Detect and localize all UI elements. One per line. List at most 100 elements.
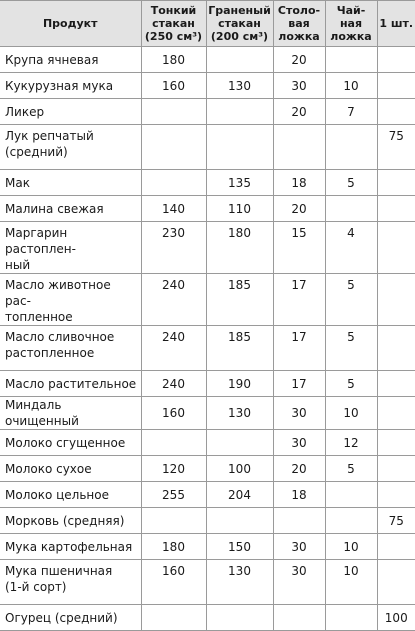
cell-faceted-glass: 185 <box>205 325 273 371</box>
table-row: Огурец (средний) 100 <box>0 604 415 631</box>
cell-teaspoon <box>324 46 377 73</box>
header-piece: 1 шт. <box>376 0 415 47</box>
cell-teaspoon <box>324 195 377 222</box>
cell-tablespoon <box>272 507 325 534</box>
header-thin-glass: Тонкий стакан (250 см³) <box>140 0 207 47</box>
cell-product: Огурец (средний) <box>0 604 141 631</box>
table-row: Малина свежая 140 110 20 <box>0 195 415 222</box>
cell-faceted-glass: 100 <box>205 455 273 482</box>
cell-tablespoon: 30 <box>272 533 325 560</box>
table-row: Масло растительное 240 190 17 5 <box>0 370 415 397</box>
cell-product: Маргарин растоплен- ный <box>0 221 141 274</box>
cell-tablespoon <box>272 124 325 170</box>
cell-thin-glass: 180 <box>140 46 206 73</box>
table-row: Кукурузная мука 160 130 30 10 <box>0 72 415 99</box>
cell-faceted-glass: 110 <box>205 195 273 222</box>
cell-piece <box>376 429 415 456</box>
cell-product: Молоко сухое <box>0 455 141 482</box>
cell-faceted-glass: 130 <box>205 396 273 430</box>
cell-product: Мак <box>0 169 141 196</box>
cell-piece: 75 <box>376 124 415 170</box>
cell-teaspoon: 12 <box>324 429 377 456</box>
cell-teaspoon <box>324 481 377 508</box>
cell-teaspoon: 10 <box>324 72 377 99</box>
cell-thin-glass: 160 <box>140 396 206 430</box>
cell-faceted-glass: 130 <box>205 72 273 99</box>
cell-product: Морковь (средняя) <box>0 507 141 534</box>
cell-product: Мука пшеничная (1-й сорт) <box>0 559 141 605</box>
cell-thin-glass: 180 <box>140 533 206 560</box>
table-row: Масло сливочное растопленное 240 185 17 5 <box>0 325 415 371</box>
table-row: Мука пшеничная (1-й сорт) 160 130 30 10 <box>0 559 415 605</box>
cell-teaspoon: 10 <box>324 533 377 560</box>
cell-tablespoon: 18 <box>272 481 325 508</box>
cell-teaspoon: 10 <box>324 559 377 605</box>
cell-faceted-glass <box>205 46 273 73</box>
cell-piece <box>376 46 415 73</box>
cell-thin-glass: 140 <box>140 195 206 222</box>
cell-thin-glass: 240 <box>140 370 206 397</box>
header-row: Продукт Тонкий стакан (250 см³) Граненый… <box>0 0 415 47</box>
cell-product: Молоко цельное <box>0 481 141 508</box>
header-tablespoon: Столо- вая ложка <box>272 0 326 47</box>
cell-thin-glass: 240 <box>140 325 206 371</box>
cell-piece <box>376 221 415 274</box>
cell-faceted-glass: 190 <box>205 370 273 397</box>
cell-thin-glass <box>140 98 206 125</box>
table-row: Масло животное рас- топленное 240 185 17 5 <box>0 273 415 326</box>
table-row: Крупа ячневая 180 20 <box>0 46 415 73</box>
cell-tablespoon: 15 <box>272 221 325 274</box>
cell-product: Масло сливочное растопленное <box>0 325 141 371</box>
cell-piece <box>376 98 415 125</box>
cell-thin-glass: 230 <box>140 221 206 274</box>
cell-product: Крупа ячневая <box>0 46 141 73</box>
cell-teaspoon <box>324 507 377 534</box>
cell-product: Миндаль очищенный <box>0 396 141 430</box>
cell-teaspoon <box>324 604 377 631</box>
cell-product: Мука картофельная <box>0 533 141 560</box>
cell-product: Кукурузная мука <box>0 72 141 99</box>
table-header: Продукт Тонкий стакан (250 см³) Граненый… <box>0 0 415 47</box>
cell-tablespoon: 17 <box>272 325 325 371</box>
table-row: Молоко цельное 255 204 18 <box>0 481 415 508</box>
table-row: Молоко сгущенное 30 12 <box>0 429 415 456</box>
cell-thin-glass: 120 <box>140 455 206 482</box>
header-teaspoon: Чай- ная ложка <box>324 0 378 47</box>
cell-product: Молоко сгущенное <box>0 429 141 456</box>
cell-tablespoon: 20 <box>272 98 325 125</box>
cell-piece <box>376 396 415 430</box>
table-row: Морковь (средняя) 75 <box>0 507 415 534</box>
cell-thin-glass <box>140 507 206 534</box>
cell-faceted-glass: 180 <box>205 221 273 274</box>
cell-teaspoon: 5 <box>324 370 377 397</box>
table-row: Мука картофельная 180 150 30 10 <box>0 533 415 560</box>
cell-piece <box>376 533 415 560</box>
cell-thin-glass: 160 <box>140 72 206 99</box>
cell-tablespoon: 18 <box>272 169 325 196</box>
cell-piece <box>376 370 415 397</box>
table-body: Крупа ячневая 180 20 Кукурузная мука 160 130 3… <box>0 46 415 631</box>
table-row: Ликер 20 7 <box>0 98 415 125</box>
cell-faceted-glass <box>205 507 273 534</box>
cell-product: Масло животное рас- топленное <box>0 273 141 326</box>
cell-tablespoon: 20 <box>272 455 325 482</box>
cell-teaspoon <box>324 124 377 170</box>
cell-teaspoon: 10 <box>324 396 377 430</box>
cell-teaspoon: 7 <box>324 98 377 125</box>
table-row: Лук репчатый (средний) 75 <box>0 124 415 170</box>
cell-thin-glass: 255 <box>140 481 206 508</box>
cell-piece <box>376 481 415 508</box>
cell-product: Лук репчатый (средний) <box>0 124 141 170</box>
header-faceted-glass: Граненый стакан (200 см³) <box>205 0 274 47</box>
table-row: Молоко сухое 120 100 20 5 <box>0 455 415 482</box>
cell-tablespoon: 17 <box>272 273 325 326</box>
cell-teaspoon: 5 <box>324 169 377 196</box>
table-row: Мак 135 18 5 <box>0 169 415 196</box>
cell-faceted-glass <box>205 98 273 125</box>
cell-teaspoon: 4 <box>324 221 377 274</box>
cell-thin-glass <box>140 604 206 631</box>
cell-tablespoon: 30 <box>272 72 325 99</box>
table-row: Маргарин растоплен- ный 230 180 15 4 <box>0 221 415 274</box>
cell-tablespoon <box>272 604 325 631</box>
